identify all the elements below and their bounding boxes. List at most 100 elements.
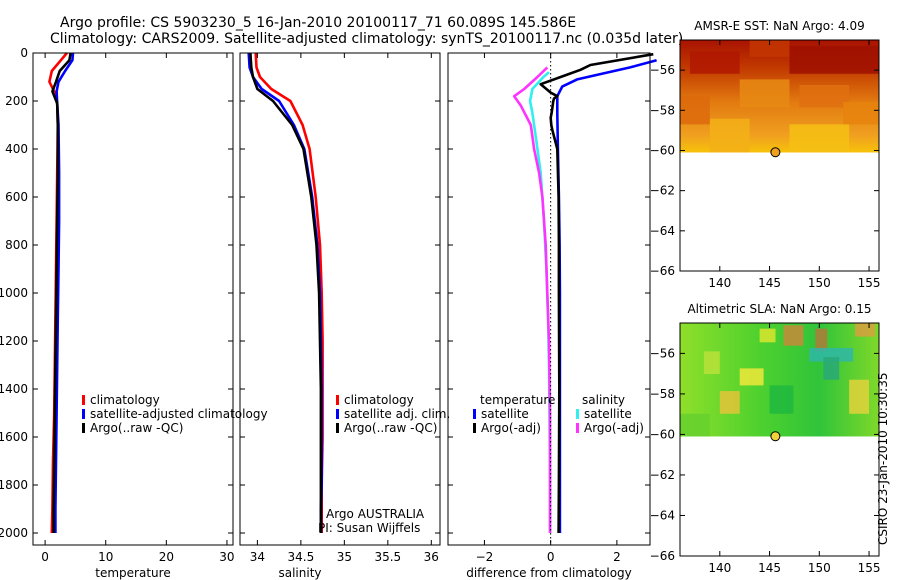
legend-label: satellite adj. clim. <box>344 407 450 421</box>
y-tick-label: 1800 <box>0 478 28 492</box>
y-tick-label: 1200 <box>0 334 28 348</box>
series-line-salinity-red <box>254 52 324 533</box>
legend-label: climatology <box>344 393 414 407</box>
legend-label: satellite <box>584 407 632 421</box>
panel-difference: −2 0 2 difference from climatology temperatu… <box>447 52 657 580</box>
profile-location-marker <box>770 147 781 158</box>
sla-patch <box>719 391 740 414</box>
y-tick-label: 800 <box>5 238 28 252</box>
panel-sla_map: 140 145 150 155 −56 −58 −60 −62 −64 −66 Altimetric… <box>650 302 881 575</box>
sst-patch <box>739 79 790 108</box>
y-tick-label: −64 <box>650 508 675 522</box>
profile-location-marker <box>770 431 781 442</box>
y-tick-label: 2000 <box>0 526 28 540</box>
y-tick-label: −64 <box>650 224 675 238</box>
series-line-temperature-black <box>51 52 72 533</box>
legend-swatch <box>336 395 339 405</box>
x-tick-label: 155 <box>858 561 881 575</box>
x-tick-label: 36 <box>424 550 439 564</box>
y-tick-label: −66 <box>650 264 675 278</box>
legend-swatch <box>336 423 339 433</box>
sla-patch <box>680 413 710 437</box>
sla-patch <box>809 347 854 362</box>
panel-salinity: 34 34.5 35 35.5 36 salinity climatologysatelli… <box>239 52 450 580</box>
legend-group-title: temperature <box>480 393 555 407</box>
series-line-difference-black <box>539 52 654 534</box>
sla-patch <box>815 328 828 352</box>
y-tick-label: −56 <box>650 63 675 77</box>
sst-patch <box>843 101 879 125</box>
y-tick-label: −58 <box>650 103 675 117</box>
map-frame <box>679 39 880 272</box>
legend-label: Argo(..raw -QC) <box>90 421 183 435</box>
sla-patch <box>703 351 720 375</box>
sst-patch <box>789 45 879 74</box>
sla-patch <box>759 328 776 343</box>
y-tick-label: −60 <box>650 427 675 441</box>
legend-group-title: salinity <box>582 393 625 407</box>
y-tick-label: 600 <box>5 190 28 204</box>
sla-patch <box>783 325 804 346</box>
x-tick-label: 150 <box>808 561 831 575</box>
x-tick-label: 145 <box>758 276 781 290</box>
sla-field <box>680 323 879 437</box>
sst-patch <box>749 40 790 57</box>
figure-title-line2: Climatology: CARS2009. Satellite-adjuste… <box>50 31 683 47</box>
panel-frame <box>447 52 651 546</box>
x-tick-label: 0 <box>41 550 49 564</box>
x-tick-label: 150 <box>808 276 831 290</box>
sla-patch <box>855 323 876 337</box>
sla-patch <box>769 385 794 414</box>
y-tick-label: 0 <box>20 46 28 60</box>
panel-frame <box>239 52 441 546</box>
x-tick-label: −2 <box>476 550 494 564</box>
x-tick-label: 30 <box>219 550 234 564</box>
x-axis-label: temperature <box>95 566 170 580</box>
legend-swatch <box>82 395 85 405</box>
y-tick-label: 400 <box>5 142 28 156</box>
series-line-difference-blue <box>555 58 657 533</box>
legend-label: Argo(-adj) <box>481 421 541 435</box>
y-tick-label: −60 <box>650 143 675 157</box>
sla-patch <box>849 379 870 414</box>
map-title: AMSR-E SST: NaN Argo: 4.09 <box>694 19 864 33</box>
x-tick-label: 155 <box>858 276 881 290</box>
y-tick-label: −58 <box>650 387 675 401</box>
series-line-temperature-blue <box>54 52 75 533</box>
series-line-difference-magenta <box>512 66 552 533</box>
panel-frame <box>32 52 234 546</box>
x-tick-label: 10 <box>98 550 113 564</box>
x-axis-label: difference from climatology <box>466 566 632 580</box>
x-tick-label: 140 <box>708 561 731 575</box>
x-tick-label: 20 <box>159 550 174 564</box>
y-tick-label: 200 <box>5 94 28 108</box>
panel-temperature: 0 10 20 30 0 200 400 600 800 1000 1200 1400 1600 1800… <box>0 46 268 580</box>
legend-swatch <box>576 423 579 433</box>
series-line-salinity-blue <box>247 52 324 533</box>
sla-patch <box>823 357 840 380</box>
x-tick-label: 34.5 <box>288 550 315 564</box>
legend-swatch <box>473 423 476 433</box>
sla-patch <box>739 368 764 386</box>
legend-label: Argo(-adj) <box>584 421 644 435</box>
y-tick-label: 1400 <box>0 382 28 396</box>
x-tick-label: 35.5 <box>374 550 401 564</box>
legend-label: Argo(..raw -QC) <box>344 421 437 435</box>
sst-patch <box>789 124 850 153</box>
x-tick-label: 140 <box>708 276 731 290</box>
legend-swatch <box>82 423 85 433</box>
legend-label: satellite <box>481 407 529 421</box>
sst-patch <box>799 84 850 108</box>
y-tick-label: 1000 <box>0 286 28 300</box>
x-tick-label: 35 <box>337 550 352 564</box>
y-tick-label: −56 <box>650 346 675 360</box>
sst-patch <box>689 51 740 74</box>
series-line-salinity-black <box>249 52 323 533</box>
y-tick-label: −62 <box>650 468 675 482</box>
map-title: Altimetric SLA: NaN Argo: 0.15 <box>687 302 871 316</box>
legend-swatch <box>576 409 579 419</box>
y-tick-label: 1600 <box>0 430 28 444</box>
x-axis-label: salinity <box>278 566 321 580</box>
y-tick-label: −66 <box>650 549 675 563</box>
